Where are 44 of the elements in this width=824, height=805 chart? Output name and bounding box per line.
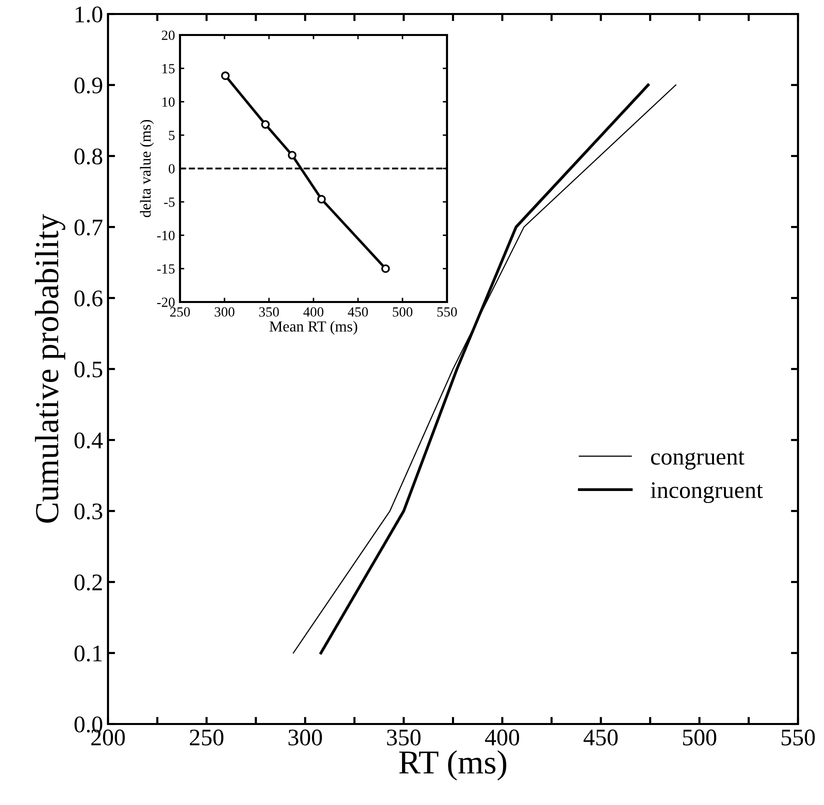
point: [261, 120, 270, 129]
y-tick-label: 0.8: [74, 148, 102, 165]
x-tick-label: 350: [387, 730, 421, 746]
x-tick-label: 550: [437, 307, 457, 317]
legend-label: congruent: [651, 451, 744, 470]
y-tick-label: 0.7: [74, 219, 102, 236]
x-tick-label: 350: [259, 307, 279, 317]
x-tick-label: 400: [485, 730, 520, 746]
x-tick-label: 450: [348, 307, 368, 317]
y-tick-label: 0.9: [74, 77, 102, 94]
legend-label: incongruent: [650, 482, 763, 504]
y-tick-label: 0.6: [74, 290, 102, 307]
y-tick-label: 0.3: [74, 503, 102, 520]
y-tick-label: 0: [168, 164, 175, 174]
y-tick-label: 0.4: [74, 432, 103, 449]
x-tick-label: 300: [214, 307, 234, 317]
point: [381, 264, 390, 273]
x-tick-label: 250: [190, 730, 224, 746]
y-tick-label: 20: [162, 30, 175, 40]
x-tick-label: 300: [288, 730, 322, 746]
x-tick-label: 500: [683, 730, 716, 746]
x-tick-label: 550: [782, 730, 815, 746]
y-tick-label: 0.1: [74, 645, 102, 662]
y-tick-label: 5: [169, 130, 175, 140]
y-tick-label: -15: [157, 264, 175, 274]
x-tick-label: 450: [584, 730, 618, 746]
y-tick-label: -10: [157, 230, 175, 240]
y-tick-label: 0.2: [74, 574, 102, 591]
x-tick-label: 500: [392, 307, 412, 317]
point: [288, 150, 296, 160]
y-tick-label: -20: [157, 298, 175, 307]
y-axis-title: Cumulative probability: [34, 214, 66, 523]
point: [221, 71, 230, 80]
y-tick-label: 1.0: [76, 6, 102, 23]
point: [317, 194, 326, 204]
y-tick-label: -5: [164, 198, 175, 207]
y-tick-label: 10: [162, 97, 175, 107]
y-tick-label: 15: [162, 64, 175, 74]
y-axis-title: delta value (ms): [140, 120, 154, 218]
y-tick-label: 0.5: [74, 361, 102, 378]
x-tick-label: 250: [170, 307, 190, 317]
x-axis-title: RT (ms): [399, 750, 506, 781]
x-tick-label: 400: [303, 307, 324, 317]
x-axis-title: Mean RT (ms): [270, 320, 358, 335]
